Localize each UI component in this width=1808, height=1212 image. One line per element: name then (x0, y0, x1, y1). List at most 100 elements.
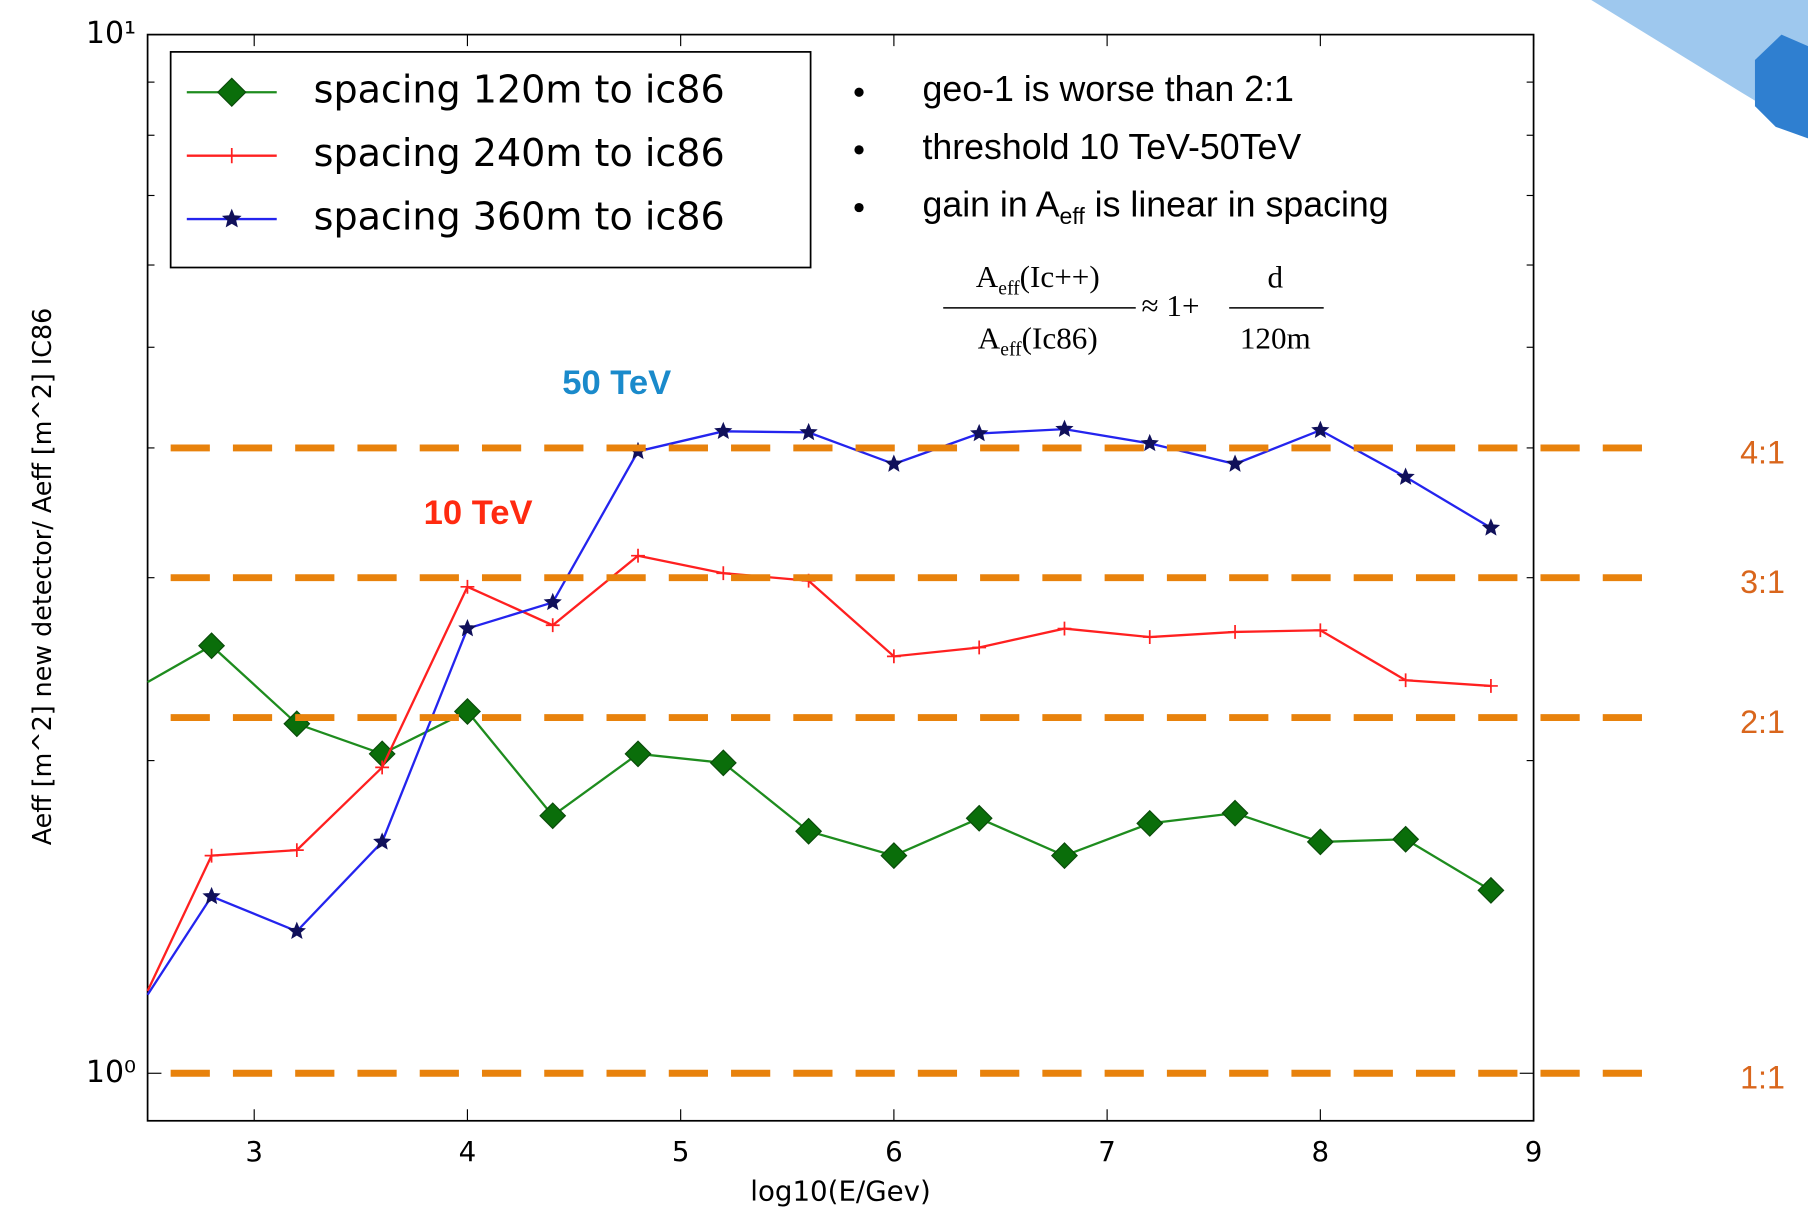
marker (1221, 799, 1249, 827)
marker (1313, 623, 1328, 638)
marker (965, 804, 993, 832)
x-tick-label: 7 (1098, 1135, 1116, 1168)
marker (289, 843, 304, 858)
y-axis-label: Aeff [m^2] new detector/ Aeff [m^2] IC86 (27, 308, 57, 846)
marker (631, 548, 645, 563)
y-tick-label: 10¹ (86, 16, 136, 51)
bullet-main: geo-1 is worse than 2:1 (922, 70, 1293, 110)
formula-base: A (978, 320, 1001, 355)
legend-label: spacing 360m to ic86 (314, 195, 725, 239)
reference-label: 4:1 (1740, 434, 1785, 470)
x-tick-label: 5 (672, 1135, 690, 1168)
marker (1484, 679, 1498, 693)
x-tick-label: 3 (245, 1135, 263, 1168)
legend-box (169, 51, 812, 269)
marker (460, 579, 475, 594)
formula-numerator: Aeff(Ic++) (976, 259, 1100, 299)
marker (1050, 842, 1078, 870)
formula-rest: (Ic86) (1022, 320, 1098, 355)
x-tick-label: 9 (1525, 1135, 1543, 1168)
marker (1481, 518, 1501, 536)
marker (1477, 876, 1505, 904)
marker (198, 632, 226, 660)
marker (886, 649, 901, 664)
bullet-main: threshold 10 TeV-50TeV (922, 127, 1301, 167)
marker (1136, 809, 1164, 837)
marker (1392, 825, 1420, 853)
bullet-text: gain in Aeff is linear in spacing (922, 185, 1388, 229)
decor-hexagon (1754, 34, 1808, 139)
formula-operator: ≈ 1+ (1142, 288, 1200, 323)
legend: spacing 120m to ic86 spacing 240m to ic86… (169, 51, 812, 269)
marker (1142, 630, 1157, 644)
formula-base: A (976, 259, 999, 294)
marker (795, 817, 823, 845)
series (146, 548, 1498, 992)
marker (373, 832, 392, 850)
marker (543, 592, 562, 611)
marker (375, 760, 390, 775)
formula-sub: eff (1000, 339, 1022, 360)
formula-rest: (Ic++) (1020, 259, 1100, 294)
marker (202, 886, 221, 905)
series (146, 419, 1501, 996)
marker (1311, 420, 1330, 438)
marker (204, 848, 219, 863)
marker (1306, 828, 1334, 856)
marker (1055, 419, 1074, 437)
bullet-text: threshold 10 TeV-50TeV (922, 127, 1301, 167)
x-tick-label: 8 (1312, 1135, 1330, 1168)
marker (224, 148, 240, 164)
marker (714, 421, 733, 440)
marker (458, 618, 477, 637)
marker (624, 740, 652, 768)
marker (545, 618, 560, 633)
marker (1396, 467, 1415, 485)
marker (539, 802, 567, 830)
reference-label: 3:1 (1740, 564, 1785, 600)
x-axis-label: log10(E/Gev) (750, 1174, 931, 1207)
x-tick-label: 6 (885, 1135, 903, 1168)
annotation: 50 TeV (562, 364, 671, 402)
marker (221, 208, 242, 228)
marker (709, 749, 737, 777)
reference-label: 1:1 (1740, 1060, 1785, 1096)
marker (216, 77, 247, 108)
bullet-dot (854, 87, 864, 97)
marker (716, 566, 731, 581)
formula-sub: eff (998, 278, 1020, 299)
bullet-tail: is linear in spacing (1085, 185, 1389, 225)
decor-panel (1591, 0, 1808, 133)
bullet-main: gain in A (922, 185, 1059, 225)
marker (1228, 625, 1242, 639)
marker (1140, 433, 1159, 452)
series-line (147, 644, 1492, 892)
series (147, 632, 1505, 904)
marker (1398, 673, 1413, 688)
series-line (146, 554, 1492, 992)
marker (799, 422, 818, 441)
formula-denominator: Aeff(Ic86) (978, 320, 1098, 360)
bullet-text: geo-1 is worse than 2:1 (922, 70, 1293, 110)
marker (972, 640, 987, 655)
marker (287, 921, 306, 940)
corner-decoration (1591, 0, 1808, 139)
legend-label: spacing 120m to ic86 (314, 68, 725, 112)
marker (884, 454, 903, 472)
reference-label: 2:1 (1740, 704, 1785, 740)
marker (1226, 454, 1245, 472)
marker (970, 423, 989, 442)
formula-denominator-d: 120m (1240, 320, 1311, 355)
marker (1057, 621, 1072, 636)
bullet-dot (854, 202, 864, 213)
series-line (146, 427, 1492, 996)
y-tick-label: 10⁰ (86, 1055, 136, 1090)
x-tick-label: 4 (459, 1135, 477, 1168)
annotation: 10 TeV (424, 494, 533, 532)
marker (453, 697, 481, 725)
bullet-dot (854, 145, 864, 155)
bullet-sub: eff (1060, 203, 1086, 229)
